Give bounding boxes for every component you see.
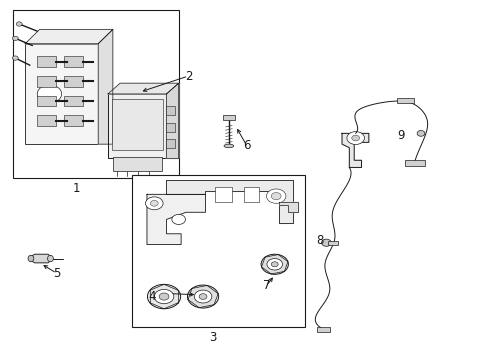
Circle shape xyxy=(416,131,424,136)
Bar xyxy=(64,96,82,107)
Circle shape xyxy=(12,56,18,60)
Bar xyxy=(316,327,330,332)
Polygon shape xyxy=(341,134,368,167)
Text: 6: 6 xyxy=(243,139,250,152)
Circle shape xyxy=(199,294,206,300)
Bar xyxy=(37,96,56,107)
Text: 4: 4 xyxy=(148,290,155,303)
Bar xyxy=(166,107,175,116)
Polygon shape xyxy=(166,83,178,158)
Circle shape xyxy=(346,132,364,144)
Text: 8: 8 xyxy=(316,234,323,247)
Bar xyxy=(64,116,82,126)
Polygon shape xyxy=(166,180,293,223)
Circle shape xyxy=(261,254,288,274)
Bar xyxy=(113,157,161,171)
Ellipse shape xyxy=(28,255,34,262)
Bar xyxy=(112,99,162,149)
Bar xyxy=(215,187,232,202)
Circle shape xyxy=(194,290,211,303)
Bar xyxy=(327,241,337,244)
Polygon shape xyxy=(31,254,50,263)
Text: 9: 9 xyxy=(396,129,404,142)
Bar xyxy=(166,139,175,148)
Bar xyxy=(64,56,82,67)
Circle shape xyxy=(154,289,173,304)
Text: 2: 2 xyxy=(184,69,192,82)
Circle shape xyxy=(159,293,168,300)
Circle shape xyxy=(271,193,281,200)
Polygon shape xyxy=(147,194,205,244)
Circle shape xyxy=(266,258,282,270)
Bar xyxy=(13,10,178,178)
Circle shape xyxy=(150,201,158,206)
Bar xyxy=(108,94,166,158)
Bar xyxy=(405,160,424,166)
Ellipse shape xyxy=(47,255,53,262)
Bar xyxy=(132,175,305,327)
Circle shape xyxy=(12,36,18,41)
Polygon shape xyxy=(278,202,298,212)
Text: 5: 5 xyxy=(53,267,61,280)
Polygon shape xyxy=(108,83,178,94)
Text: 1: 1 xyxy=(72,183,80,195)
Bar xyxy=(37,116,56,126)
Bar xyxy=(64,76,82,87)
Ellipse shape xyxy=(224,144,233,148)
Circle shape xyxy=(171,215,185,225)
Circle shape xyxy=(37,85,61,103)
Circle shape xyxy=(271,262,278,267)
Circle shape xyxy=(187,285,218,308)
Circle shape xyxy=(145,197,163,210)
Circle shape xyxy=(321,239,330,246)
Polygon shape xyxy=(25,30,113,44)
Bar xyxy=(37,56,56,67)
Bar xyxy=(37,76,56,87)
Circle shape xyxy=(147,284,180,309)
Circle shape xyxy=(16,22,22,26)
Bar xyxy=(244,187,259,202)
Bar xyxy=(166,123,175,132)
Bar xyxy=(223,115,234,120)
Circle shape xyxy=(351,135,359,141)
Bar xyxy=(396,98,413,103)
Polygon shape xyxy=(98,30,113,144)
Bar xyxy=(25,44,98,144)
Circle shape xyxy=(266,189,285,203)
Text: 7: 7 xyxy=(262,279,270,292)
Text: 3: 3 xyxy=(209,330,216,343)
